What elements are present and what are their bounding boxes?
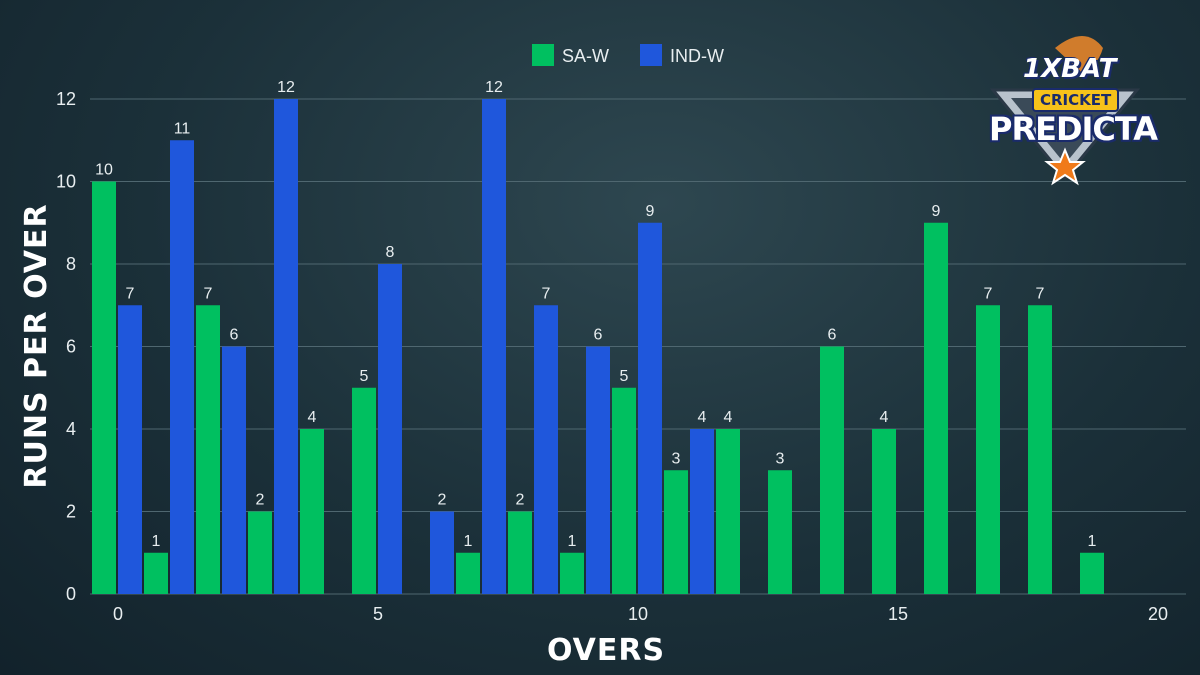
data-label: 5 bbox=[360, 368, 369, 385]
data-label: 1 bbox=[568, 533, 577, 550]
legend: SA-W IND-W bbox=[532, 44, 724, 66]
data-label: 7 bbox=[204, 285, 213, 302]
bar-sa-w bbox=[820, 346, 844, 594]
y-tick-label: 6 bbox=[66, 337, 76, 357]
bar-ind-w bbox=[170, 140, 194, 594]
x-axis-title: OVERS bbox=[547, 633, 665, 668]
data-label: 6 bbox=[594, 327, 603, 344]
bar-sa-w bbox=[560, 552, 584, 594]
legend-label-ind-w: IND-W bbox=[670, 46, 724, 66]
bar-sa-w bbox=[300, 429, 324, 594]
x-tick-label: 5 bbox=[373, 604, 383, 624]
bar-sa-w bbox=[1028, 305, 1052, 594]
logo-predicta: PREDICTA bbox=[989, 110, 1158, 148]
data-label: 1 bbox=[1088, 533, 1097, 550]
legend-swatch-ind-w bbox=[640, 44, 662, 66]
bar-ind-w bbox=[274, 99, 298, 594]
x-tick-label: 10 bbox=[628, 604, 648, 624]
bar-ind-w bbox=[222, 346, 246, 594]
star-icon bbox=[1044, 147, 1086, 186]
legend-label-sa-w: SA-W bbox=[562, 46, 609, 66]
y-tick-label: 10 bbox=[56, 172, 76, 192]
data-label: 11 bbox=[174, 120, 191, 137]
logo-cricket: CRICKET bbox=[1032, 88, 1120, 112]
bar-ind-w bbox=[378, 264, 402, 594]
y-tick-label: 12 bbox=[56, 89, 76, 109]
brand-logo: 1XBAT CRICKET PREDICTA bbox=[985, 28, 1158, 188]
data-label: 4 bbox=[308, 409, 317, 426]
bar-sa-w bbox=[456, 552, 480, 594]
bar-sa-w bbox=[976, 305, 1000, 594]
bar-sa-w bbox=[144, 552, 168, 594]
y-tick-label: 2 bbox=[66, 502, 76, 522]
bar-ind-w bbox=[638, 222, 662, 594]
bar-sa-w bbox=[716, 429, 740, 594]
data-label: 2 bbox=[516, 492, 525, 509]
legend-swatch-sa-w bbox=[532, 44, 554, 66]
data-label: 2 bbox=[256, 492, 265, 509]
data-label: 8 bbox=[386, 244, 395, 261]
bar-sa-w bbox=[508, 511, 532, 594]
data-label: 6 bbox=[230, 327, 239, 344]
bar-ind-w bbox=[118, 305, 142, 594]
bar-sa-w bbox=[92, 181, 116, 594]
data-label: 10 bbox=[95, 162, 113, 179]
data-label: 1 bbox=[152, 533, 161, 550]
bar-sa-w bbox=[248, 511, 272, 594]
data-label: 7 bbox=[126, 285, 135, 302]
bar-ind-w bbox=[430, 511, 454, 594]
y-tick-label: 4 bbox=[66, 419, 76, 439]
data-label: 7 bbox=[984, 285, 993, 302]
x-tick-label: 20 bbox=[1148, 604, 1168, 624]
data-label: 1 bbox=[464, 533, 473, 550]
logo-shield-icon bbox=[989, 36, 1141, 186]
bar-ind-w bbox=[690, 429, 714, 594]
data-label: 7 bbox=[1036, 285, 1045, 302]
y-tick-label: 0 bbox=[66, 584, 76, 604]
bar-sa-w bbox=[612, 387, 636, 594]
bar-sa-w bbox=[196, 305, 220, 594]
bars bbox=[92, 99, 1104, 594]
y-tick-label: 8 bbox=[66, 254, 76, 274]
data-label: 9 bbox=[932, 203, 941, 220]
data-label: 2 bbox=[438, 492, 447, 509]
data-label: 12 bbox=[485, 79, 503, 96]
data-label: 4 bbox=[698, 409, 707, 426]
bar-ind-w bbox=[534, 305, 558, 594]
data-label: 4 bbox=[880, 409, 889, 426]
logo-brand: 1XBAT bbox=[1023, 54, 1117, 84]
bar-sa-w bbox=[1080, 552, 1104, 594]
data-label: 4 bbox=[724, 409, 733, 426]
bar-sa-w bbox=[352, 387, 376, 594]
data-label: 6 bbox=[828, 327, 837, 344]
y-axis-title: RUNS PER OVER bbox=[19, 203, 54, 488]
data-label: 7 bbox=[542, 285, 551, 302]
bar-ind-w bbox=[482, 99, 506, 594]
bar-sa-w bbox=[872, 429, 896, 594]
bar-sa-w bbox=[924, 222, 948, 594]
data-label: 3 bbox=[672, 450, 681, 467]
x-tick-label: 15 bbox=[888, 604, 908, 624]
bar-sa-w bbox=[664, 470, 688, 594]
data-label: 5 bbox=[620, 368, 629, 385]
data-label: 12 bbox=[277, 79, 295, 96]
bar-sa-w bbox=[768, 470, 792, 594]
x-tick-label: 0 bbox=[113, 604, 123, 624]
bar-ind-w bbox=[586, 346, 610, 594]
data-label: 3 bbox=[776, 450, 785, 467]
data-label: 9 bbox=[646, 203, 655, 220]
